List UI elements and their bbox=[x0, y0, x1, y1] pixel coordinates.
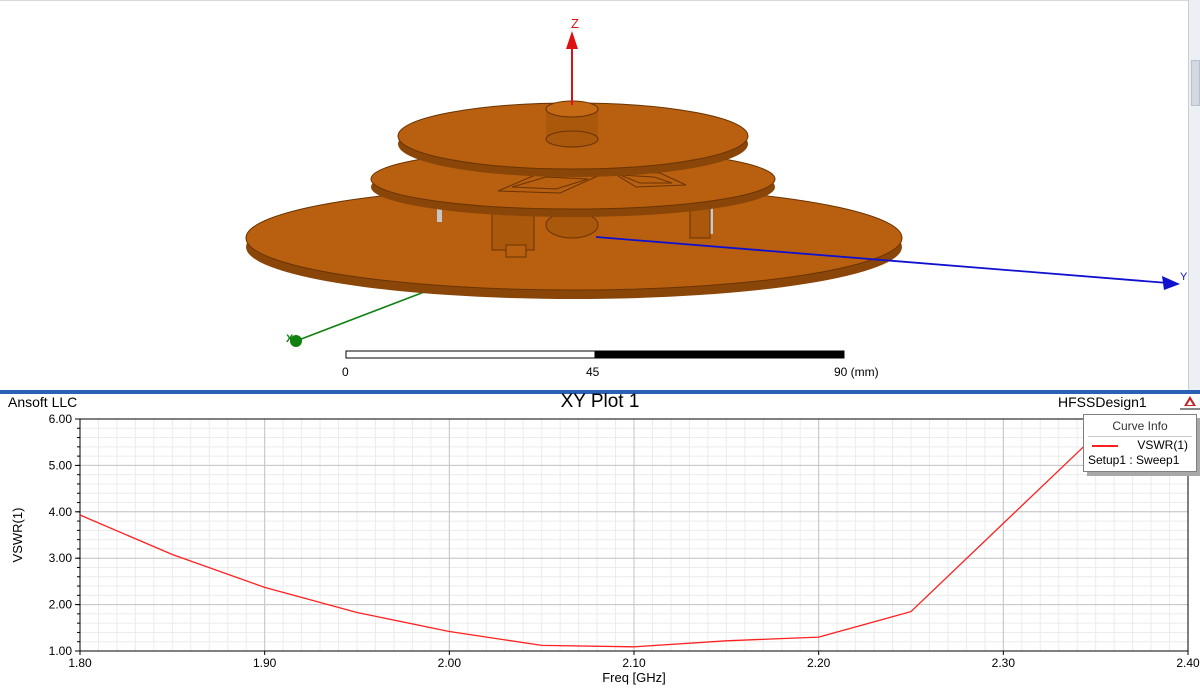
x-axis-title: Freq [GHz] bbox=[602, 670, 666, 685]
support-post-left bbox=[437, 204, 442, 222]
design-label: HFSSDesign1 bbox=[1058, 394, 1147, 410]
plot-title: XY Plot 1 bbox=[560, 391, 640, 412]
scale-label-0: 0 bbox=[342, 365, 349, 379]
curve-info-divider bbox=[1088, 436, 1192, 437]
y-tick-label: 3.00 bbox=[49, 551, 73, 565]
y-axis-label: Y bbox=[1180, 271, 1188, 283]
pane-separator[interactable] bbox=[0, 390, 1200, 394]
curve-info-title: Curve Info bbox=[1112, 419, 1168, 433]
x-tick-label: 2.20 bbox=[807, 656, 831, 670]
x-axis-label: X bbox=[286, 333, 294, 345]
viewport-scrollbar-thumb[interactable] bbox=[1191, 60, 1200, 106]
vswr-chart[interactable]: 1.80 1.90 2.00 2.10 2.20 2.30 2.40 1.00 2.00 3.0… bbox=[0, 394, 1200, 688]
legend-swatch-vswr bbox=[1092, 445, 1118, 447]
scale-label-90: 90 (mm) bbox=[834, 365, 879, 379]
xy-report-plot[interactable]: Ansoft LLC XY Plot 1 HFSSDesign1 1.80 1.9… bbox=[0, 391, 1200, 688]
company-label: Ansoft LLC bbox=[8, 394, 78, 410]
top-feed-cylinder bbox=[545, 100, 599, 148]
x-tick-label: 2.30 bbox=[992, 656, 1016, 670]
x-axis-arrowhead bbox=[290, 335, 302, 347]
z-axis-label: Z bbox=[571, 16, 579, 31]
viewport-scrollbar[interactable] bbox=[1188, 0, 1200, 390]
y-tick-labels: 1.00 2.00 3.00 4.00 5.00 6.00 bbox=[49, 412, 73, 658]
legend-setup-label: Setup1 : Sweep1 bbox=[1088, 453, 1180, 467]
x-tick-labels: 1.80 1.90 2.00 2.10 2.20 2.30 2.40 bbox=[68, 656, 1200, 670]
vswr-series-line bbox=[79, 434, 1097, 648]
ansoft-logo-icon bbox=[1180, 396, 1200, 410]
x-tick-label: 2.10 bbox=[622, 656, 646, 670]
curve-info-legend[interactable]: Curve Info VSWR(1) Setup1 : Sweep1 bbox=[1083, 414, 1197, 472]
y-axis-line bbox=[595, 236, 1169, 284]
axis-ticks bbox=[75, 418, 1189, 655]
x-tick-label: 2.40 bbox=[1176, 656, 1200, 670]
scale-bar bbox=[345, 350, 845, 359]
y-tick-label: 6.00 bbox=[49, 412, 73, 426]
y-axis-title: VSWR(1) bbox=[10, 508, 25, 563]
feed-connector bbox=[505, 244, 527, 258]
y-tick-label: 1.00 bbox=[49, 644, 73, 658]
antenna-3d-model[interactable]: X Z Y bbox=[0, 1, 1188, 391]
y-tick-label: 2.00 bbox=[49, 598, 73, 612]
legend-entry-vswr: VSWR(1) bbox=[1137, 438, 1188, 452]
x-tick-label: 1.90 bbox=[253, 656, 277, 670]
y-axis-arrowhead bbox=[1162, 276, 1180, 290]
z-axis-arrowhead bbox=[566, 31, 578, 49]
y-tick-label: 4.00 bbox=[49, 505, 73, 519]
x-tick-label: 2.00 bbox=[438, 656, 462, 670]
modeler-viewport[interactable]: X Z Y bbox=[0, 0, 1200, 391]
scale-label-45: 45 bbox=[586, 365, 600, 379]
x-tick-label: 1.80 bbox=[68, 656, 92, 670]
y-tick-label: 5.00 bbox=[49, 458, 73, 472]
